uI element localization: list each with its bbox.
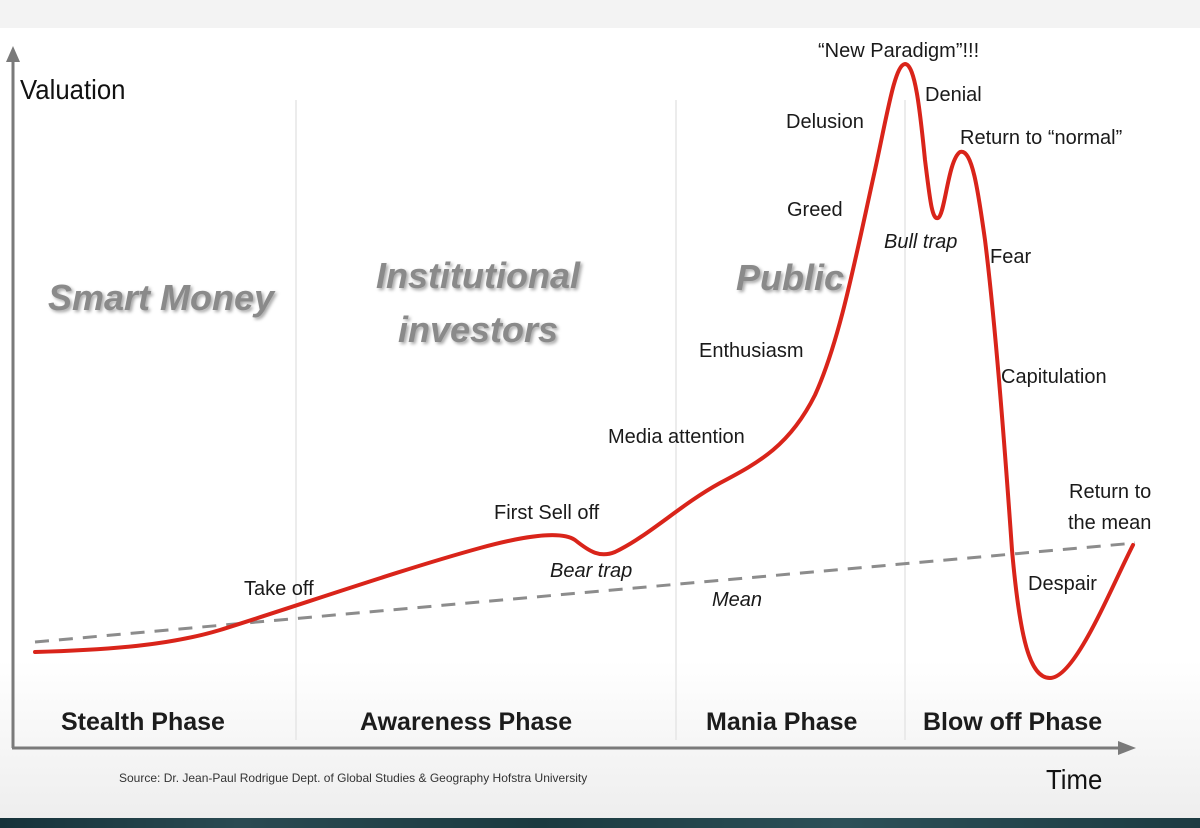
label-media-attention: Media attention — [608, 426, 745, 448]
x-axis-label: Time — [1046, 764, 1103, 795]
label-return-normal: Return to “normal” — [960, 127, 1123, 149]
phase-stealth: Stealth Phase — [61, 708, 225, 736]
label-bear-trap: Bear trap — [550, 560, 633, 582]
label-new-paradigm: “New Paradigm”!!! — [818, 40, 980, 62]
label-bull-trap: Bull trap — [884, 231, 958, 253]
valuation-curve — [33, 62, 1135, 680]
label-greed: Greed — [787, 199, 843, 221]
group-institutional-line2: investors — [398, 309, 559, 350]
axes — [6, 46, 1136, 755]
group-public: Public — [736, 257, 845, 298]
y-axis-arrow-icon — [6, 46, 20, 62]
y-axis-label: Valuation — [20, 74, 126, 105]
group-smart-money: Smart Money — [48, 277, 275, 318]
label-return-mean-line1: Return to — [1069, 481, 1152, 503]
phase-blowoff: Blow off Phase — [923, 708, 1103, 736]
chart-canvas — [0, 28, 1200, 818]
label-capitulation: Capitulation — [1001, 366, 1107, 388]
label-first-sell-off: First Sell off — [494, 502, 600, 524]
bottom-strip — [0, 818, 1200, 828]
phase-mania: Mania Phase — [706, 708, 858, 736]
phase-dividers — [295, 100, 906, 740]
group-institutional-line1: Institutional — [376, 255, 580, 296]
top-band — [0, 0, 1200, 28]
label-take-off: Take off — [244, 578, 314, 600]
label-mean: Mean — [712, 589, 763, 611]
label-fear: Fear — [990, 246, 1032, 268]
source-citation: Source: Dr. Jean-Paul Rodrigue Dept. of … — [119, 771, 588, 785]
mean-line — [34, 541, 1136, 644]
label-denial: Denial — [925, 84, 982, 106]
label-enthusiasm: Enthusiasm — [699, 340, 804, 362]
label-despair: Despair — [1028, 573, 1097, 595]
label-delusion: Delusion — [786, 111, 864, 133]
phase-awareness: Awareness Phase — [360, 708, 573, 736]
label-return-mean-line2: the mean — [1068, 512, 1152, 534]
x-axis-arrow-icon — [1118, 741, 1136, 755]
